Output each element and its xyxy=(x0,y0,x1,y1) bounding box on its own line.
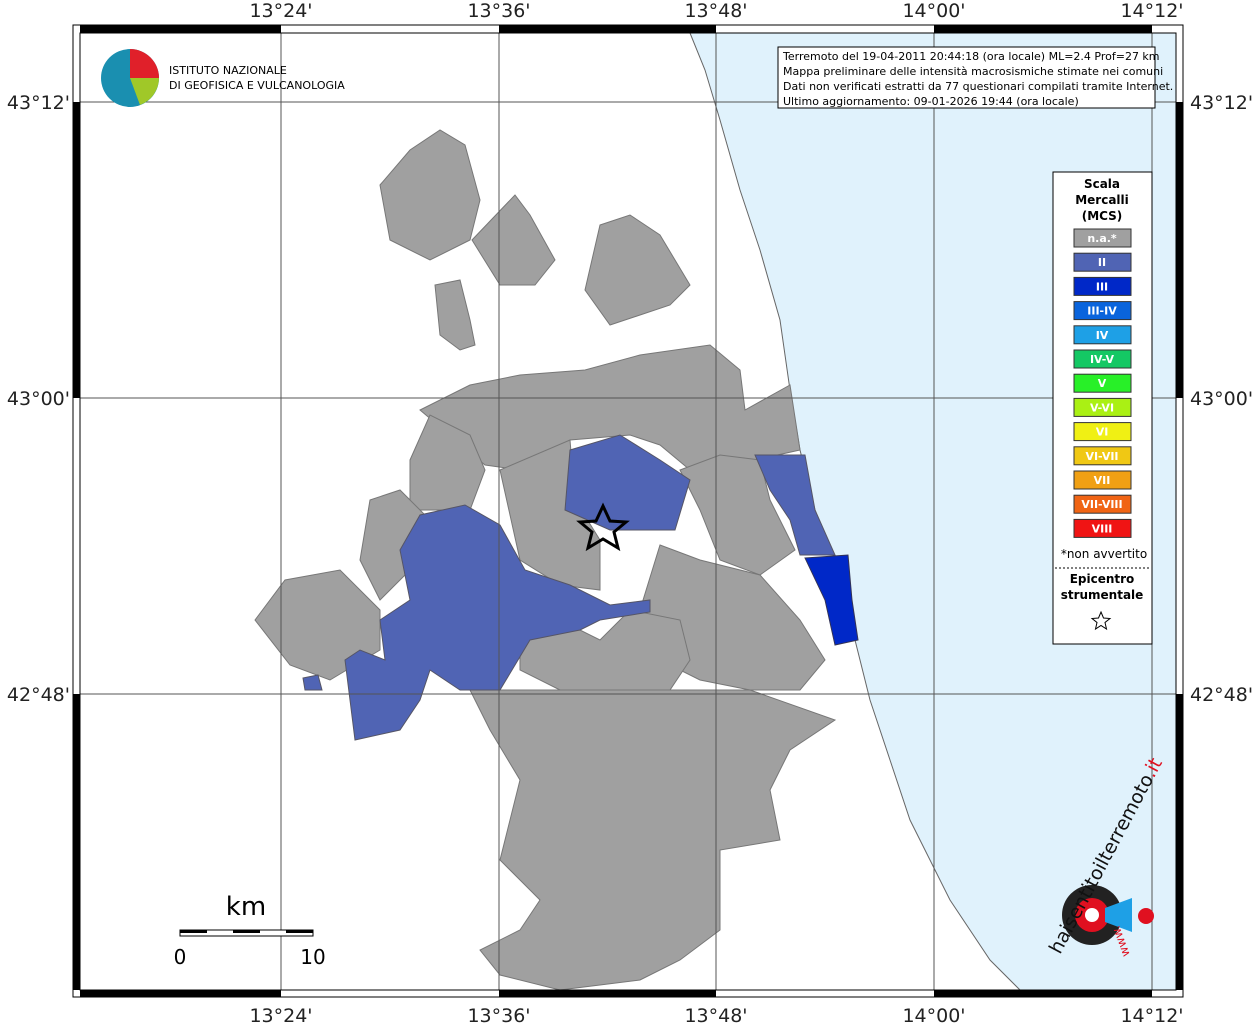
site-logo-dot xyxy=(1138,908,1154,924)
lon-label: 13°24' xyxy=(249,1005,312,1024)
frame-bar xyxy=(73,694,80,990)
lat-label: 43°00' xyxy=(1190,388,1253,410)
frame-bar xyxy=(1176,102,1183,398)
legend-label: V xyxy=(1098,377,1107,390)
logo-text: ISTITUTO NAZIONALE xyxy=(169,64,287,77)
scale-segment xyxy=(180,930,207,933)
legend-swatch xyxy=(1073,494,1132,514)
logo-text: DI GEOFISICA E VULCANOLOGIA xyxy=(169,79,345,92)
frame-bar xyxy=(499,990,716,997)
legend-title: (MCS) xyxy=(1082,209,1123,223)
legend-title: Scala xyxy=(1084,177,1120,191)
frame-inner xyxy=(79,32,1177,991)
scale-label: 10 xyxy=(300,945,325,969)
lon-label: 13°24' xyxy=(249,0,312,22)
legend-label: VII xyxy=(1094,474,1111,487)
legend-swatch xyxy=(1073,373,1132,393)
lon-label: 13°36' xyxy=(467,0,530,22)
scale-segment xyxy=(233,930,260,933)
legend-swatch xyxy=(1073,397,1132,417)
legend-epicentre: Epicentro xyxy=(1070,572,1135,586)
frame-bar xyxy=(73,102,80,398)
ingv-logo: ISTITUTO NAZIONALE DI GEOFISICA E VULCAN… xyxy=(101,49,345,107)
lat-label: 43°00' xyxy=(7,388,70,410)
legend-label: VI xyxy=(1096,426,1109,439)
legend-label: VII-VIII xyxy=(1081,498,1122,511)
lat-label: 42°48' xyxy=(1190,684,1253,706)
intensity-III xyxy=(804,554,859,646)
legend-title: Mercalli xyxy=(1075,193,1129,207)
legend-swatch xyxy=(1073,349,1132,369)
logo-sector xyxy=(130,78,159,105)
lon-label: 13°36' xyxy=(467,1005,530,1024)
lat-label: 43°12' xyxy=(7,92,70,114)
frame-bar xyxy=(80,25,281,33)
site-logo-core xyxy=(1085,908,1099,922)
lat-label: 43°12' xyxy=(1190,92,1253,114)
frame-bar xyxy=(1176,694,1183,990)
lon-label: 14°12' xyxy=(1120,1005,1183,1024)
info-line: Terremoto del 19-04-2011 20:44:18 (ora l… xyxy=(782,50,1160,63)
epicentre-star xyxy=(576,502,630,552)
site-logo-speaker xyxy=(1105,898,1132,932)
frame-outline xyxy=(72,24,1184,998)
legend-label: VI-VII xyxy=(1085,450,1118,463)
scale-unit: km xyxy=(226,892,266,922)
legend-swatch xyxy=(1073,422,1132,442)
legend-swatch xyxy=(1073,228,1132,248)
frame-bar xyxy=(80,990,281,997)
intensity-II xyxy=(302,434,836,741)
legend-note: *non avvertito xyxy=(1061,547,1147,561)
lon-label: 14°00' xyxy=(902,0,965,22)
scale-segment xyxy=(286,930,313,933)
legend-swatch xyxy=(1073,276,1132,296)
lon-label: 14°12' xyxy=(1120,0,1183,22)
legend-swatch xyxy=(1073,470,1132,490)
legend-swatch xyxy=(1073,252,1132,272)
legend-label: III-IV xyxy=(1087,305,1117,318)
legend-swatch xyxy=(1073,325,1132,345)
info-box xyxy=(777,46,1156,109)
frame-bar xyxy=(499,25,716,33)
legend-label: II xyxy=(1098,256,1106,269)
scale-bar: km 0 10 xyxy=(174,892,326,969)
legend-label: VIII xyxy=(1092,522,1113,535)
scale-label: 0 xyxy=(174,945,187,969)
lon-label: 13°48' xyxy=(684,1005,747,1024)
legend-swatch xyxy=(1073,518,1132,538)
legend-swatch xyxy=(1073,301,1132,321)
frame-bar xyxy=(934,25,1152,33)
municipalities xyxy=(254,129,837,991)
legend-label: IV-V xyxy=(1090,353,1115,366)
info-line: Ultimo aggiornamento: 09-01-2026 19:44 (… xyxy=(783,95,1079,108)
legend-star xyxy=(1090,610,1112,631)
legend-epicentre: strumentale xyxy=(1061,588,1144,602)
lon-label: 14°00' xyxy=(902,1005,965,1024)
legend-label: III xyxy=(1096,280,1108,293)
legend-label: V-VI xyxy=(1090,401,1114,414)
frame-bar xyxy=(934,990,1152,997)
info-line: Dati non verificati estratti da 77 quest… xyxy=(783,80,1173,93)
legend-label: IV xyxy=(1096,329,1109,342)
lon-label: 13°48' xyxy=(684,0,747,22)
lat-label: 42°48' xyxy=(7,684,70,706)
legend-label: n.a.* xyxy=(1087,232,1117,245)
logo-sector xyxy=(130,49,159,78)
info-line: Mappa preliminare delle intensità macros… xyxy=(783,65,1163,78)
legend-swatch xyxy=(1073,446,1132,466)
